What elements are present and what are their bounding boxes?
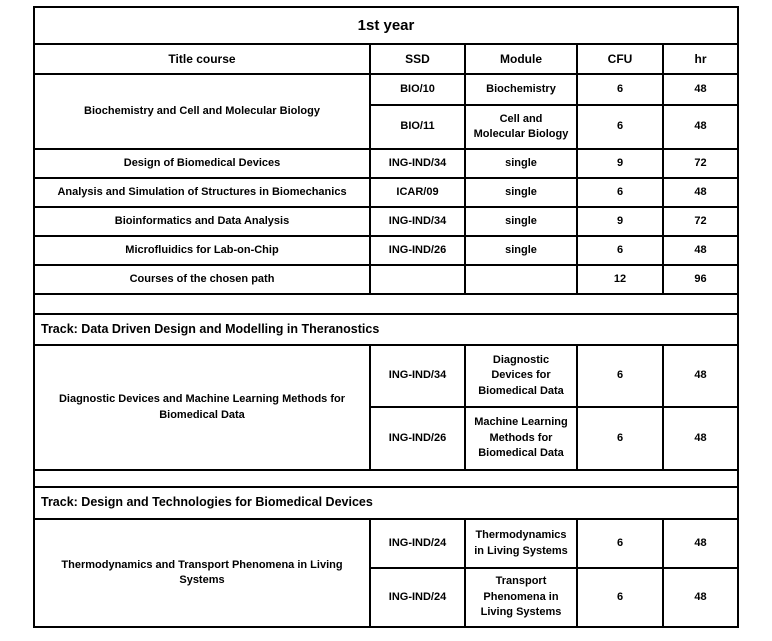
hr-cell: 48	[662, 73, 739, 106]
title-course-cell: Analysis and Simulation of Structures in…	[33, 177, 371, 208]
column-header: Module	[464, 43, 578, 75]
curriculum-table: 1st year Title course SSD Module CFU hr Bioche…	[33, 6, 739, 628]
course-row: Bioinformatics and Data Analysis ING-IND/…	[33, 206, 739, 237]
course-row: BIO/11 Cell and Molecular Biology 6 48	[34, 104, 739, 150]
module-cell: Machine Learning Methods for Biomedical …	[464, 406, 578, 471]
ssd-cell	[369, 264, 466, 295]
title-course-cell: Biochemistry and Cell and Molecular Biol…	[33, 73, 371, 150]
course-row: Biochemistry and Cell and Molecular Biol…	[33, 73, 739, 150]
title-course-cell: Courses of the chosen path	[33, 264, 371, 295]
ssd-cell: ICAR/09	[369, 177, 466, 208]
track-row: Track: Data Driven Design and Modelling …	[33, 313, 739, 346]
module-cell: single	[464, 177, 578, 208]
cfu-cell: 9	[576, 148, 664, 179]
spacer-row	[33, 469, 739, 488]
hr-cell: 48	[662, 177, 739, 208]
module-cell: Cell and Molecular Biology	[464, 104, 578, 150]
spacer-cell	[33, 293, 739, 315]
title-course-cell: Microfluidics for Lab-on-Chip	[33, 235, 371, 266]
year-title-row: 1st year	[33, 6, 739, 45]
column-header: SSD	[369, 43, 466, 75]
title-course-cell: Thermodynamics and Transport Phenomena i…	[33, 518, 371, 628]
title-course-cell: Bioinformatics and Data Analysis	[33, 206, 371, 237]
cfu-cell: 12	[576, 264, 664, 295]
cfu-cell: 6	[576, 518, 664, 569]
course-row: Microfluidics for Lab-on-Chip ING-IND/26 s…	[33, 235, 739, 266]
hr-cell: 48	[662, 235, 739, 266]
course-row: Diagnostic Devices and Machine Learning …	[33, 344, 739, 471]
module-cell: Biochemistry	[464, 73, 578, 106]
hr-cell: 48	[662, 518, 739, 569]
module-cell: single	[464, 235, 578, 266]
hr-cell: 48	[662, 344, 739, 408]
course-row: ING-IND/24 Transport Phenomena in Living …	[34, 567, 739, 628]
module-cell: single	[464, 206, 578, 237]
hr-cell: 48	[662, 406, 739, 471]
module-cell	[464, 264, 578, 295]
course-row: Thermodynamics and Transport Phenomena i…	[33, 518, 739, 628]
ssd-cell: ING-IND/34	[369, 344, 466, 408]
ssd-cell: BIO/10	[369, 73, 466, 106]
course-row: ING-IND/26 Machine Learning Methods for B…	[34, 406, 739, 471]
ssd-cell: ING-IND/26	[369, 235, 466, 266]
title-course-cell: Design of Biomedical Devices	[33, 148, 371, 179]
track-header: Track: Data Driven Design and Modelling …	[33, 313, 739, 346]
curriculum-table-body: 1st year Title course SSD Module CFU hr Bioche…	[33, 6, 739, 628]
ssd-cell: ING-IND/34	[369, 206, 466, 237]
cfu-cell: 6	[576, 567, 664, 628]
ssd-cell: ING-IND/26	[369, 406, 466, 471]
module-cell: single	[464, 148, 578, 179]
cfu-cell: 9	[576, 206, 664, 237]
spacer-cell	[33, 469, 739, 488]
hr-cell: 96	[662, 264, 739, 295]
module-cell: Thermodynamics in Living Systems	[464, 518, 578, 569]
cfu-cell: 6	[576, 73, 664, 106]
cfu-cell: 6	[576, 406, 664, 471]
hr-cell: 72	[662, 206, 739, 237]
cfu-cell: 6	[576, 104, 664, 150]
ssd-cell: ING-IND/24	[369, 518, 466, 569]
course-row: Design of Biomedical Devices ING-IND/34 si…	[33, 148, 739, 179]
cfu-cell: 6	[576, 177, 664, 208]
header-row: Title course SSD Module CFU hr	[33, 43, 739, 75]
course-row: Analysis and Simulation of Structures in…	[33, 177, 739, 208]
course-row: Courses of the chosen path 12 96	[33, 264, 739, 295]
track-header: Track: Design and Technologies for Biome…	[33, 486, 739, 520]
hr-cell: 48	[662, 104, 739, 150]
module-cell: Transport Phenomena in Living Systems	[464, 567, 578, 628]
column-header: hr	[662, 43, 739, 75]
ssd-cell: ING-IND/34	[369, 148, 466, 179]
hr-cell: 48	[662, 567, 739, 628]
spacer-row	[33, 293, 739, 315]
module-cell: Diagnostic Devices for Biomedical Data	[464, 344, 578, 408]
column-header: CFU	[576, 43, 664, 75]
track-row: Track: Design and Technologies for Biome…	[33, 486, 739, 520]
ssd-cell: ING-IND/24	[369, 567, 466, 628]
cfu-cell: 6	[576, 235, 664, 266]
title-course-cell: Diagnostic Devices and Machine Learning …	[33, 344, 371, 471]
table-year-title: 1st year	[33, 6, 739, 45]
hr-cell: 72	[662, 148, 739, 179]
cfu-cell: 6	[576, 344, 664, 408]
ssd-cell: BIO/11	[369, 104, 466, 150]
column-header: Title course	[33, 43, 371, 75]
